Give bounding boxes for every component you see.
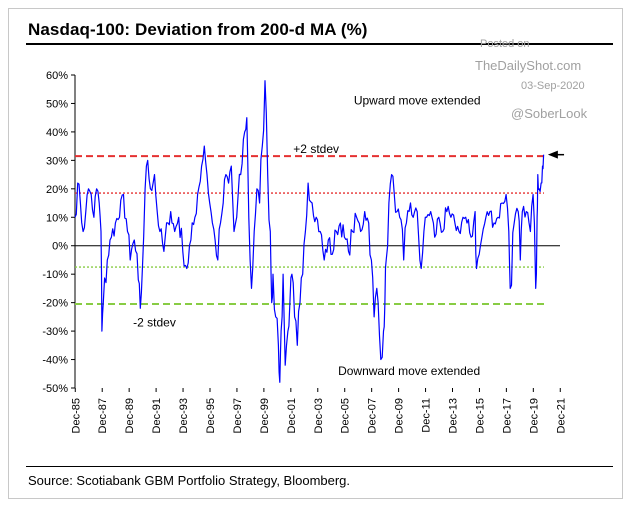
x-tick-label: Dec-91 [151,398,163,433]
watermark-date: 03-Sep-2020 [521,80,585,92]
annotation-text: -2 stdev [133,316,176,330]
annotation-text: Downward move extended [338,364,480,378]
y-tick-label: 40% [46,127,68,139]
x-tick-label: Dec-93 [178,398,190,433]
x-tick-label: Dec-95 [205,398,217,433]
watermark-site: TheDailyShot.com [475,58,582,73]
x-tick-label: Dec-05 [340,398,352,433]
y-tick-label: -10% [42,269,68,281]
x-tick-label: Dec-13 [447,398,459,433]
chart-frame [8,8,623,499]
source-note: Source: Scotiabank GBM Portfolio Strateg… [28,473,351,488]
source-rule [26,466,613,467]
x-tick-label: Dec-03 [313,398,325,433]
y-tick-label: 0% [52,241,68,253]
x-tick-label: Dec-85 [70,398,82,433]
y-tick-label: 60% [46,70,68,82]
y-tick-label: 10% [46,212,68,224]
x-tick-label: Dec-99 [259,398,271,433]
watermark-handle: @SoberLook [511,106,588,121]
y-tick-label: 50% [46,98,68,110]
x-tick-label: Dec-15 [474,398,486,433]
y-tick-label: 20% [46,184,68,196]
x-tick-label: Dec-09 [394,398,406,433]
y-tick-label: -40% [42,355,68,367]
arrow-head [547,150,558,159]
y-tick-label: 30% [46,155,68,167]
x-tick-label: Dec-01 [286,398,298,433]
y-tick-label: -50% [42,383,68,395]
x-tick-label: Dec-07 [367,398,379,433]
x-tick-label: Dec-97 [232,398,244,433]
chart-title: Nasdaq-100: Deviation from 200-d MA (%) [28,20,368,39]
x-tick-label: Dec-11 [421,398,433,433]
series-line [74,80,545,383]
x-tick-label: Dec-89 [124,398,136,433]
x-tick-label: Dec-21 [555,398,567,433]
y-tick-label: -20% [42,298,68,310]
x-tick-label: Dec-87 [97,398,109,433]
annotation-text: Upward move extended [354,94,481,108]
title-underline [26,43,613,45]
x-tick-label: Dec-19 [528,398,540,433]
y-tick-label: -30% [42,326,68,338]
watermark-posted-on: Posted on [480,38,530,50]
x-tick-label: Dec-17 [501,398,513,433]
annotation-text: +2 stdev [293,142,339,156]
